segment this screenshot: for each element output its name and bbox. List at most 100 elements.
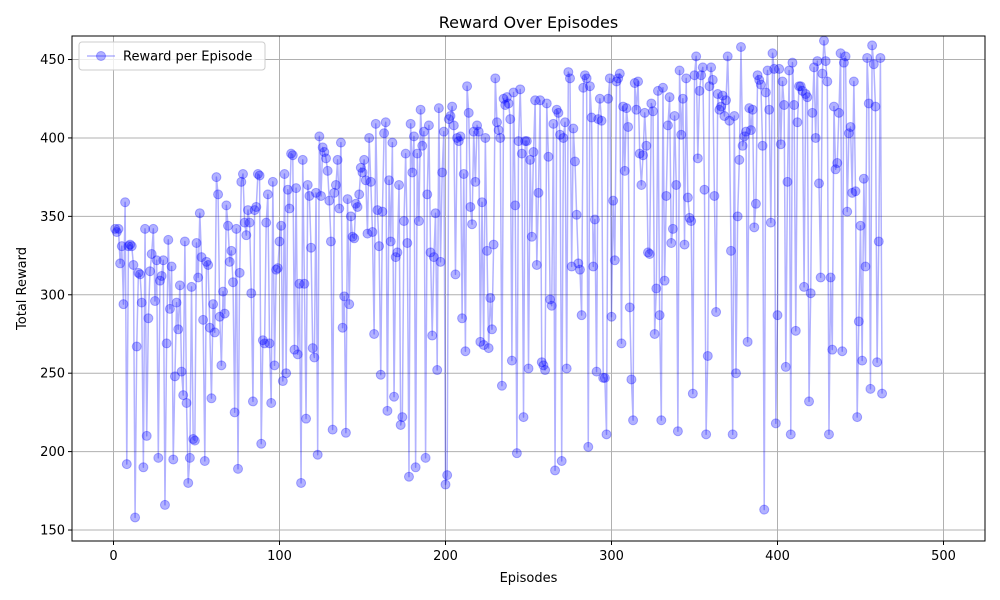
data-point [606, 311, 617, 322]
data-point [417, 140, 428, 151]
data-point [729, 110, 740, 121]
data-point [146, 249, 157, 259]
data-point [855, 220, 866, 231]
data-point [745, 125, 756, 136]
data-point [589, 214, 600, 225]
data-point [425, 247, 436, 258]
data-point [833, 107, 844, 118]
data-point [472, 120, 483, 131]
data-point [345, 211, 356, 222]
data-point [256, 438, 267, 449]
data-point [832, 158, 843, 169]
data-point [299, 278, 310, 289]
data-point [237, 169, 248, 180]
data-point [569, 156, 580, 167]
data-point [440, 479, 451, 490]
data-point [269, 360, 280, 371]
data-point [555, 129, 566, 140]
data-point [322, 165, 333, 176]
data-point [603, 93, 614, 104]
data-point [794, 81, 805, 92]
data-point [329, 187, 340, 198]
data-point [830, 164, 841, 175]
data-point [121, 459, 132, 470]
data-point [731, 368, 741, 379]
data-point [784, 65, 795, 76]
data-point [809, 62, 820, 73]
data-point [742, 336, 753, 347]
data-point [224, 256, 235, 267]
data-point [143, 313, 154, 324]
data-point [453, 136, 464, 147]
data-point [111, 227, 122, 238]
data-point [510, 200, 521, 211]
data-point [636, 179, 647, 190]
data-point [755, 79, 766, 90]
data-point [654, 310, 665, 321]
data-point [309, 352, 320, 363]
data-point [676, 129, 687, 140]
data-point [545, 294, 556, 305]
data-point [433, 103, 444, 114]
data-point [457, 313, 468, 324]
data-point [626, 374, 637, 385]
data-point [817, 68, 828, 79]
data-point [254, 170, 265, 181]
data-point [251, 201, 262, 212]
data-point [687, 388, 698, 399]
data-point [189, 435, 200, 446]
data-point [191, 238, 202, 249]
data-point [500, 100, 511, 111]
data-point [583, 441, 594, 452]
data-point [843, 128, 854, 139]
data-point [448, 120, 459, 131]
data-point [760, 87, 771, 98]
data-point [563, 67, 574, 78]
data-point [765, 217, 776, 228]
data-point [370, 118, 381, 129]
grid-layer [72, 36, 985, 541]
data-point [782, 176, 793, 187]
data-point [565, 73, 575, 84]
data-point [749, 222, 760, 233]
data-point [296, 477, 307, 488]
data-point [744, 103, 755, 114]
data-point [334, 203, 345, 214]
data-point [379, 128, 390, 139]
data-point [759, 504, 770, 515]
data-point [281, 368, 292, 379]
data-point [802, 92, 813, 103]
data-point [525, 154, 536, 165]
data-point [661, 190, 672, 201]
data-point [538, 360, 549, 371]
data-point [722, 51, 733, 62]
data-point [410, 462, 421, 473]
data-point [418, 126, 429, 137]
data-point [337, 322, 348, 333]
data-point [858, 173, 869, 184]
data-point [550, 465, 561, 476]
data-point [721, 95, 732, 106]
data-point [767, 48, 778, 59]
data-point [789, 100, 800, 111]
x-axis-label: Episodes [500, 571, 558, 586]
data-point [141, 430, 152, 441]
data-point [852, 412, 863, 423]
data-point [868, 59, 879, 70]
data-point [213, 189, 224, 200]
data-point [294, 278, 305, 289]
data-point [355, 162, 366, 173]
data-point [656, 415, 667, 426]
data-point [442, 470, 453, 481]
data-point [193, 272, 204, 283]
data-point [483, 343, 494, 354]
data-point [664, 92, 675, 103]
data-point [450, 269, 461, 280]
data-point [541, 98, 552, 109]
data-point [389, 391, 400, 402]
data-point [166, 261, 177, 272]
data-point [652, 85, 663, 96]
data-point [365, 176, 376, 187]
data-point [576, 310, 587, 321]
data-point [128, 259, 139, 270]
